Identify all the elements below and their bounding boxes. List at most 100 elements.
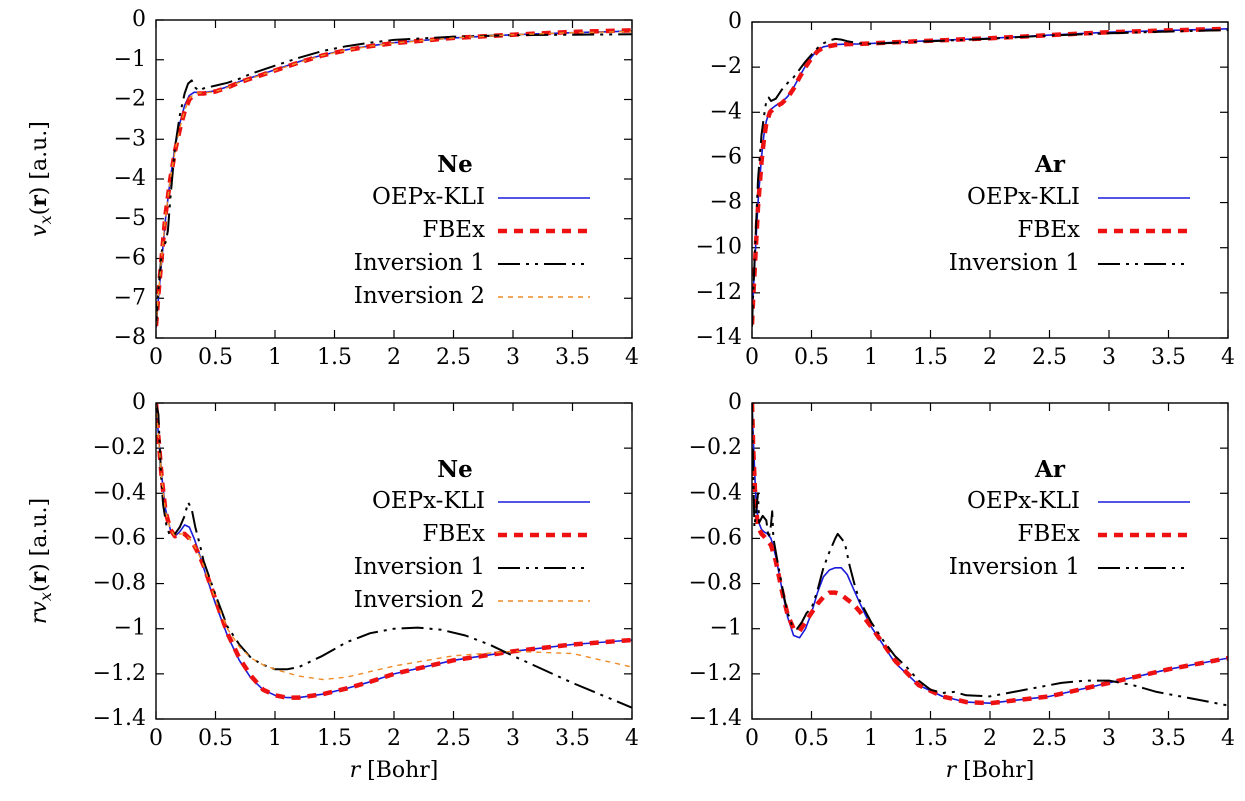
y-axis-label: rvx(r) [a.u.] [26, 498, 55, 624]
legend-label: FBEx [422, 521, 485, 547]
legend-label: Inversion 2 [354, 587, 485, 613]
x-tick-label: 1 [864, 345, 878, 370]
y-tick-label: −0.2 [93, 435, 146, 460]
y-tick-label: −0.6 [93, 525, 146, 550]
series-line-inv1 [156, 403, 632, 709]
x-tick-label: 1.5 [317, 726, 352, 751]
legend: Ne OEPx-KLI FBEx Inversion 1 Inversion 2 [354, 151, 590, 309]
legend-label: Inversion 2 [354, 283, 485, 309]
series-line-oep [752, 28, 1228, 323]
y-tick-label: −7 [114, 285, 146, 310]
x-tick-label: 0.5 [794, 726, 829, 751]
legend-label: OEPx-KLI [372, 184, 485, 210]
x-tick-label: 3.5 [1151, 345, 1186, 370]
x-tick-label: 4 [625, 726, 639, 751]
legend-label: OEPx-KLI [967, 488, 1080, 514]
y-tick-label: −1.2 [689, 661, 742, 686]
legend: Ne OEPx-KLI FBEx Inversion 1 Inversion 2 [354, 456, 590, 613]
y-tick-label: 0 [728, 390, 742, 415]
x-tick-label: 1 [268, 726, 282, 751]
y-tick-label: −1.4 [93, 706, 146, 731]
x-tick-label: 1.5 [317, 345, 352, 370]
x-tick-label: 0 [149, 345, 163, 370]
legend: Ar OEPx-KLI FBEx Inversion 1 [949, 456, 1190, 580]
y-axis-label: vx(r) [a.u.] [26, 121, 55, 237]
x-tick-label: 3.5 [555, 345, 590, 370]
x-tick-label: 0 [149, 726, 163, 751]
y-tick-label: −2 [710, 54, 742, 79]
x-tick-label: 3 [1102, 345, 1116, 370]
y-tick-label: 0 [728, 9, 742, 34]
panel-top-left: 0 0.5 1 1.5 2 2.5 3 3.5 4 0 −1 −2 −3 −4 −5 −6 −7 −8 Ne OEPx… [26, 7, 639, 370]
legend-label: FBEx [422, 217, 485, 243]
series-line-inv1 [752, 403, 1228, 707]
x-tick-label: 3 [506, 345, 520, 370]
y-tick-label: −1 [114, 47, 146, 72]
panel-bottom-left: 0 0.5 1 1.5 2 2.5 3 3.5 4 0 −0.2 −0.4 −0.6 −0.8 −1 −1.2… [26, 390, 639, 783]
y-tick-label: −1.4 [689, 706, 742, 731]
plot-frame [155, 402, 633, 720]
y-tick-label: −4 [710, 99, 742, 124]
y-tick-label: 0 [132, 7, 146, 32]
plot-frame [155, 19, 633, 339]
x-tick-label: 0.5 [198, 726, 233, 751]
series-line-fbe [156, 28, 632, 327]
y-tick-label: −1 [114, 616, 146, 641]
x-tick-label: 4 [625, 345, 639, 370]
y-tick-label: −1.2 [93, 661, 146, 686]
legend-title: Ne [437, 456, 473, 483]
y-tick-label: −8 [710, 190, 742, 215]
legend-label: FBEx [1017, 521, 1080, 547]
series-line-inv2 [156, 30, 632, 327]
x-tick-label: 1 [268, 345, 282, 370]
y-tick-label: −0.2 [689, 435, 742, 460]
y-tick-label: −3 [114, 126, 146, 151]
x-tick-label: 2.5 [1032, 345, 1067, 370]
x-tick-label: 0.5 [794, 345, 829, 370]
x-tick-label: 2 [983, 726, 997, 751]
y-tick-label: −12 [696, 280, 742, 305]
series-line-inv1 [156, 33, 632, 327]
y-tick-label: 0 [132, 390, 146, 415]
y-tick-label: −8 [114, 325, 146, 350]
x-tick-label: 2.5 [436, 345, 471, 370]
x-tick-label: 2.5 [1032, 726, 1067, 751]
panel-top-right: 0 0.5 1 1.5 2 2.5 3 3.5 4 0 −2 −4 −6 −8 −10 −12 −14 Ar OEP… [696, 9, 1235, 370]
series-line-inv1 [752, 29, 1228, 327]
plot-frame [751, 402, 1229, 720]
y-tick-label: −0.4 [689, 480, 742, 505]
x-tick-label: 3.5 [555, 726, 590, 751]
legend-title: Ar [1034, 151, 1066, 178]
x-tick-label: 4 [1221, 726, 1235, 751]
x-axis-label: r [Bohr] [350, 758, 439, 783]
series-line-oep [752, 403, 1228, 705]
x-tick-label: 2 [387, 345, 401, 370]
legend-label: FBEx [1017, 217, 1080, 243]
y-tick-label: −0.8 [689, 571, 742, 596]
y-tick-label: −2 [114, 87, 146, 112]
x-tick-label: 1 [864, 726, 878, 751]
y-tick-label: −6 [114, 246, 146, 271]
y-tick-label: −0.4 [93, 480, 146, 505]
x-tick-label: 0 [745, 726, 759, 751]
x-tick-label: 0.5 [198, 345, 233, 370]
y-tick-label: −14 [696, 325, 742, 350]
x-tick-label: 1.5 [913, 345, 948, 370]
x-tick-label: 4 [1221, 345, 1235, 370]
x-tick-label: 3 [1102, 726, 1116, 751]
legend-label: OEPx-KLI [967, 184, 1080, 210]
y-tick-label: −0.6 [689, 525, 742, 550]
legend-label: Inversion 1 [354, 554, 485, 580]
x-tick-label: 3 [506, 726, 520, 751]
x-tick-label: 1.5 [913, 726, 948, 751]
x-tick-label: 0 [745, 345, 759, 370]
legend-title: Ne [437, 151, 473, 178]
y-tick-label: −10 [696, 235, 742, 260]
y-tick-label: −0.8 [93, 571, 146, 596]
x-axis-label: r [Bohr] [946, 758, 1035, 783]
x-tick-label: 3.5 [1151, 726, 1186, 751]
legend-label: Inversion 1 [949, 554, 1080, 580]
y-tick-label: −5 [114, 206, 146, 231]
panel-bottom-right: 0 0.5 1 1.5 2 2.5 3 3.5 4 0 −0.2 −0.4 −0.6 −0.8 −1 −1.2… [689, 390, 1235, 783]
